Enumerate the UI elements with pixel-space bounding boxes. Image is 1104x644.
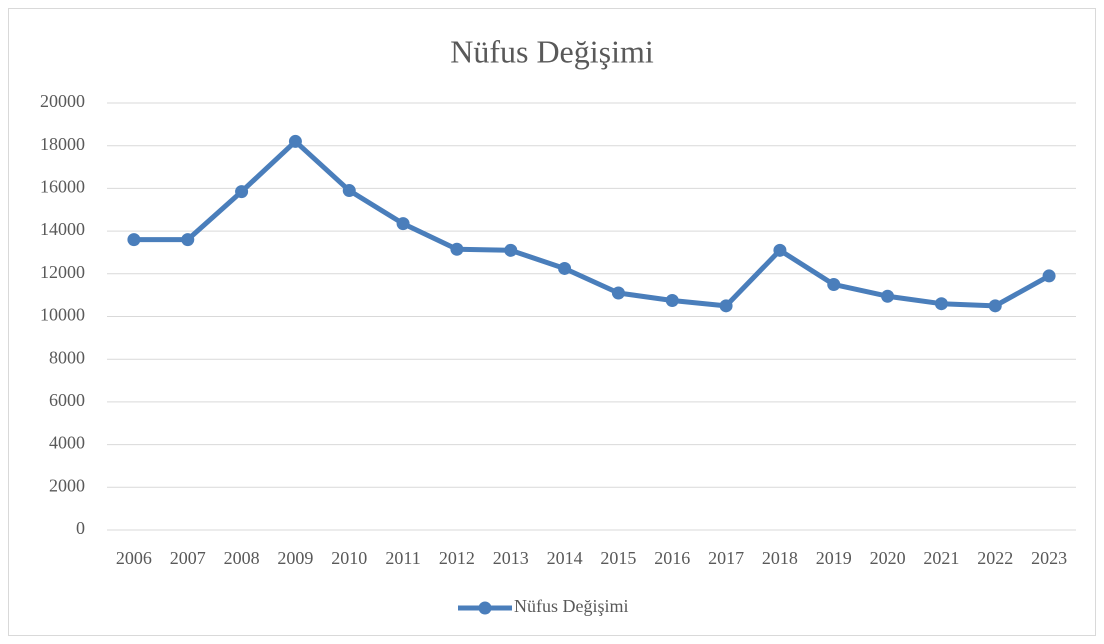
x-tick-label: 2021 xyxy=(923,548,959,568)
y-tick-label: 18000 xyxy=(40,134,85,154)
data-point xyxy=(719,299,733,313)
data-point xyxy=(988,299,1002,313)
x-tick-label: 2017 xyxy=(708,548,744,568)
data-point xyxy=(611,286,625,300)
legend-marker xyxy=(478,601,492,615)
y-tick-label: 8000 xyxy=(49,347,85,367)
x-tick-label: 2015 xyxy=(600,548,636,568)
data-point xyxy=(127,233,141,247)
x-tick-label: 2006 xyxy=(116,548,152,568)
y-tick-label: 16000 xyxy=(40,177,85,197)
chart-frame xyxy=(8,8,1096,636)
series-line xyxy=(133,138,1051,309)
y-tick-label: 20000 xyxy=(40,91,85,111)
y-tick-label: 14000 xyxy=(40,219,85,239)
data-point xyxy=(934,297,948,311)
data-point xyxy=(396,217,410,231)
x-tick-label: 2011 xyxy=(385,548,420,568)
data-point xyxy=(235,185,249,199)
x-tick-label: 2018 xyxy=(762,548,798,568)
y-tick-label: 2000 xyxy=(49,475,85,495)
y-tick-label: 10000 xyxy=(40,305,85,325)
data-point xyxy=(450,242,464,256)
y-tick-label: 6000 xyxy=(49,390,85,410)
data-point xyxy=(1042,269,1056,283)
x-tick-label: 2019 xyxy=(816,548,852,568)
x-tick-label: 2010 xyxy=(331,548,367,568)
x-tick-label: 2020 xyxy=(870,548,906,568)
data-point xyxy=(881,289,895,303)
x-tick-label: 2008 xyxy=(224,548,260,568)
x-tick-label: 2007 xyxy=(170,548,206,568)
x-tick-label: 2022 xyxy=(977,548,1013,568)
data-point xyxy=(665,293,679,307)
legend-label: Nüfus Değişimi xyxy=(514,596,629,616)
y-tick-label: 12000 xyxy=(40,262,85,282)
data-point xyxy=(773,243,787,257)
x-tick-label: 2023 xyxy=(1031,548,1067,568)
data-point xyxy=(504,243,518,257)
x-tick-label: 2009 xyxy=(277,548,313,568)
data-point xyxy=(181,233,195,247)
data-point xyxy=(288,134,302,148)
y-tick-label: 4000 xyxy=(49,433,85,453)
x-tick-label: 2014 xyxy=(547,548,583,568)
chart-title: Nüfus Değişimi xyxy=(450,33,654,69)
x-tick-label: 2016 xyxy=(654,548,690,568)
data-point xyxy=(342,184,356,198)
y-tick-label: 0 xyxy=(76,518,85,538)
x-tick-label: 2013 xyxy=(493,548,529,568)
data-point xyxy=(827,277,841,291)
x-tick-label: 2012 xyxy=(439,548,475,568)
data-point xyxy=(558,261,572,275)
